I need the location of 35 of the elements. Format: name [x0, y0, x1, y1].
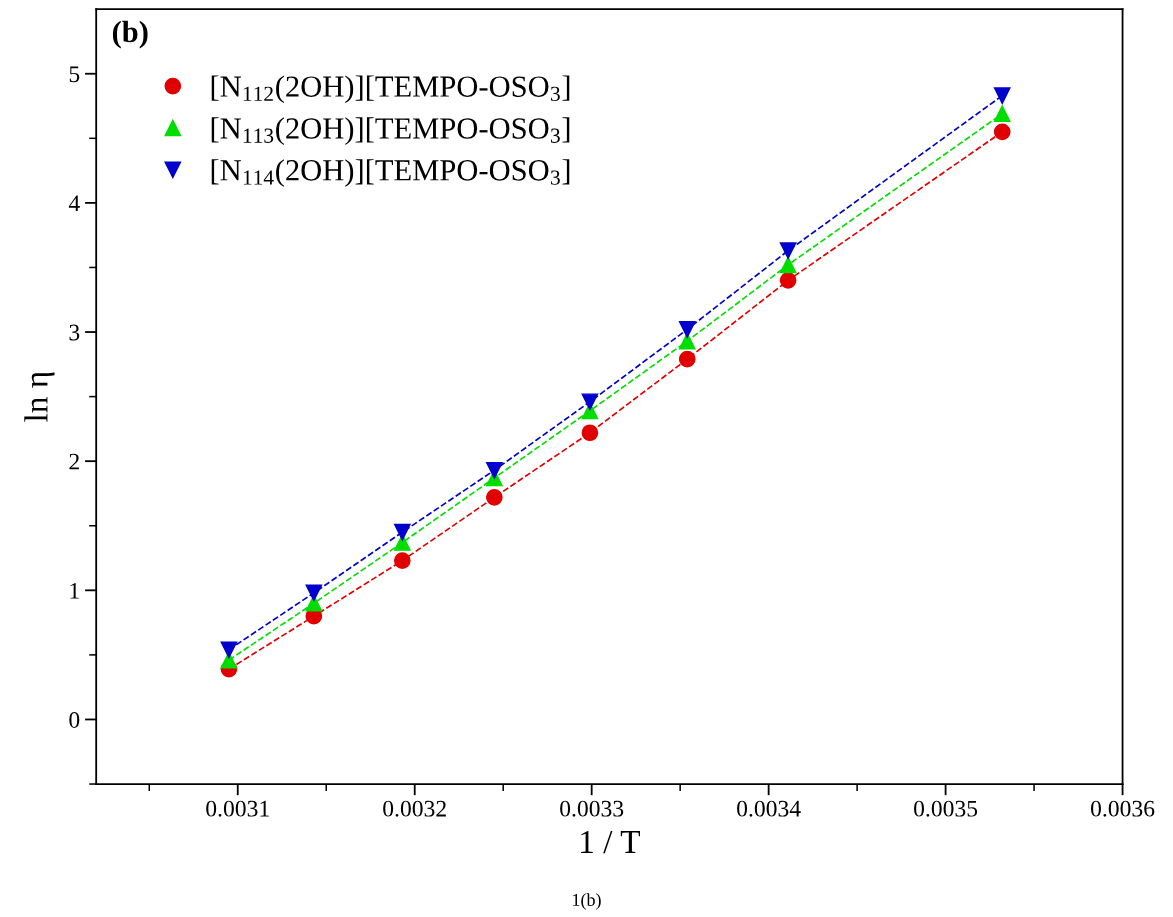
point — [220, 641, 238, 659]
x-tick-label: 0.0032 — [383, 800, 446, 817]
point — [779, 272, 797, 289]
x-axis-title: 1 / T — [581, 830, 641, 854]
legend-label: [N$_{113}$(2OH)][TEMPO-OSO$_{3}$] — [211, 117, 570, 145]
point — [486, 489, 503, 506]
point — [779, 242, 797, 260]
point — [993, 105, 1011, 123]
x-tick-label: 0.0031 — [206, 800, 269, 817]
point — [993, 123, 1011, 141]
x-tick-label: 0.0034 — [737, 800, 801, 817]
point — [581, 393, 599, 411]
point — [393, 523, 411, 541]
y-axis-title: ln η — [24, 372, 55, 422]
point — [486, 461, 503, 479]
annotation: (b) — [112, 20, 148, 49]
point — [393, 552, 411, 569]
point — [993, 87, 1011, 105]
legend-label: [N$_{112}$(2OH)][TEMPO-OSO$_{3}$] — [211, 75, 570, 104]
x-tick-label: 0.0033 — [560, 800, 624, 817]
point — [581, 424, 599, 442]
y-tick-label: 3 — [69, 324, 80, 341]
x-tick-label: 0.0036 — [1091, 800, 1155, 817]
point — [678, 350, 696, 368]
point — [305, 584, 323, 602]
text: 1(b) — [573, 893, 601, 910]
x-tick-label: 0.0035 — [914, 800, 978, 817]
y-tick-label: 1 — [70, 582, 79, 599]
y-tick-label: 0 — [69, 711, 80, 728]
point — [678, 321, 696, 338]
point — [779, 256, 797, 274]
y-tick-label: 4 — [68, 195, 80, 212]
y-tick-label: 2 — [69, 453, 79, 470]
y-tick-label: 5 — [69, 66, 80, 83]
legend-label: [N$_{114}$(2OH)][TEMPO-OSO$_{3}$] — [211, 159, 570, 187]
